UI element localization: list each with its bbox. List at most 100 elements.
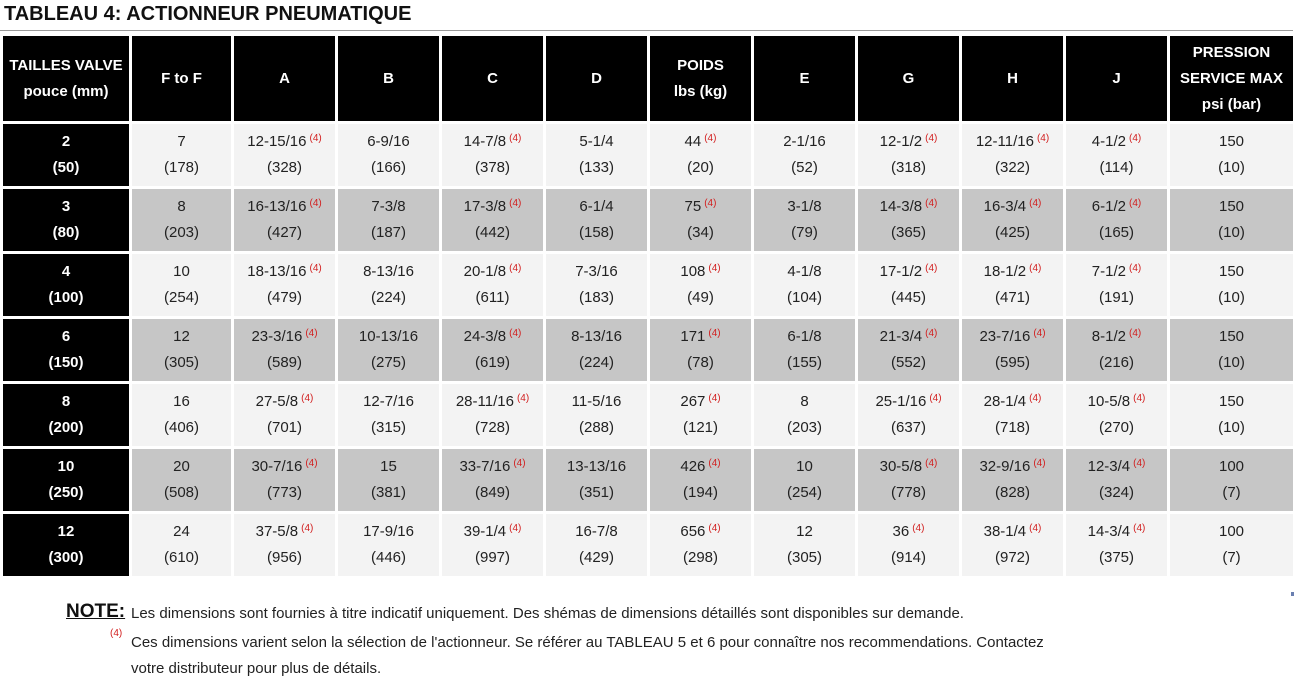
cell-imperial-line: 10-13/16	[338, 324, 439, 350]
table-cell: 171 (4) (78)	[647, 316, 754, 384]
cell-imperial-line: 36 (4)	[858, 519, 959, 545]
table-row: 2 (50) 7 (178) 12-15/16 (4) (328) 6-9/16 (166) 14…	[0, 121, 1296, 189]
cell-metric-value: (972)	[994, 549, 1031, 566]
column-header-line: C	[487, 69, 498, 87]
cell-imperial-value: 18-1/2	[983, 263, 1027, 280]
cell-metric-value: (7)	[1222, 549, 1241, 566]
valve-size-line: (250)	[48, 484, 84, 501]
cell-imperial-value: 30-5/8	[879, 458, 923, 475]
table-cell: 17-1/2 (4) (445)	[855, 251, 962, 319]
cell-imperial-value: 7-3/8	[371, 198, 406, 215]
cell-metric-value: (778)	[890, 484, 927, 501]
cell-imperial-value: 13-13/16	[566, 458, 627, 475]
header-row: TAILLES VALVE pouce (mm) F to F A B C D POIDS lb…	[0, 33, 1296, 124]
table-cell: 16-3/4 (4) (425)	[959, 186, 1066, 254]
valve-size-line: (100)	[48, 289, 84, 306]
note-line-2: Ces dimensions varient selon la sélectio…	[131, 634, 1044, 651]
cell-metric-value: (956)	[266, 549, 303, 566]
table-cell: 2-1/16 (52)	[751, 121, 858, 189]
footnote-reference: (4)	[509, 133, 522, 144]
table-cell: 12 (305)	[751, 511, 858, 579]
column-header: C	[439, 33, 546, 124]
cell-imperial-value: 75	[684, 198, 702, 215]
cell-imperial-value: 100	[1218, 458, 1245, 475]
footnote-reference: (4)	[925, 328, 938, 339]
cell-metric-value: (34)	[687, 224, 714, 241]
cell-imperial-value: 20	[173, 458, 190, 475]
table-cell: 20-1/8 (4) (611)	[439, 251, 546, 319]
cell-imperial-line: 30-7/16 (4)	[234, 454, 335, 480]
footnote-reference: (4)	[1033, 328, 1046, 339]
footnote-reference: (4)	[1133, 458, 1146, 469]
column-header: J	[1063, 33, 1170, 124]
cell-imperial-line: 14-3/4 (4)	[1066, 519, 1167, 545]
cell-imperial-line: 8-13/16	[338, 259, 439, 285]
footnote-reference: (4)	[925, 133, 938, 144]
table-cell: 8-13/16 (224)	[335, 251, 442, 319]
valve-size-line: (200)	[48, 419, 84, 436]
cell-metric-value: (10)	[1218, 419, 1245, 436]
cell-imperial-value: 8	[177, 198, 186, 215]
cell-metric-value: (914)	[890, 549, 927, 566]
cell-metric-value: (828)	[994, 484, 1031, 501]
table-cell: 7-3/16 (183)	[543, 251, 650, 319]
column-header-line: J	[1112, 69, 1121, 87]
cell-imperial-value: 28-1/4	[983, 393, 1027, 410]
table-cell: 37-5/8 (4) (956)	[231, 511, 338, 579]
cell-metric-value: (288)	[578, 419, 615, 436]
cell-imperial-value: 17-3/8	[463, 198, 507, 215]
table-cell: 15 (381)	[335, 446, 442, 514]
cell-imperial-line: 2-1/16	[754, 129, 855, 155]
cell-metric-value: (324)	[1098, 484, 1135, 501]
cell-imperial-value: 12-1/2	[879, 133, 923, 150]
footnote-reference: (4)	[708, 523, 721, 534]
cell-metric-value: (78)	[687, 354, 714, 371]
footnote-reference: (4)	[309, 263, 322, 274]
table-cell: 6-1/4 (158)	[543, 186, 650, 254]
cell-imperial-value: 150	[1218, 198, 1245, 215]
valve-size-line: 4	[61, 263, 71, 280]
table-cell: 108 (4) (49)	[647, 251, 754, 319]
cell-imperial-value: 12-7/16	[363, 393, 414, 410]
valve-size-line: 12	[57, 523, 75, 540]
table-cell: 11-5/16 (288)	[543, 381, 650, 449]
cell-metric-value: (446)	[370, 549, 407, 566]
cell-metric-value: (381)	[370, 484, 407, 501]
table-row: 6 (150) 12 (305) 23-3/16 (4) (589) 10-13/16 (275…	[0, 316, 1296, 384]
cell-imperial-line: 12	[132, 324, 231, 350]
cell-metric-value: (155)	[786, 354, 823, 371]
valve-size-cell: 10 (250)	[0, 446, 132, 514]
cell-metric-value: (315)	[370, 419, 407, 436]
cell-imperial-line: 24	[132, 519, 231, 545]
table-cell: 100 (7)	[1167, 511, 1296, 579]
cell-imperial-line: 39-1/4 (4)	[442, 519, 543, 545]
cell-imperial-line: 150	[1170, 129, 1293, 155]
cell-metric-value: (275)	[370, 354, 407, 371]
column-header: POIDS lbs (kg)	[647, 33, 754, 124]
table-cell: 656 (4) (298)	[647, 511, 754, 579]
cell-imperial-line: 267 (4)	[650, 389, 751, 415]
cell-imperial-value: 10	[796, 458, 813, 475]
cell-metric-value: (595)	[994, 354, 1031, 371]
table-cell: 8 (203)	[129, 186, 234, 254]
cell-metric-value: (298)	[682, 549, 719, 566]
valve-size-line: (80)	[52, 224, 80, 241]
footnote-reference: (4)	[1036, 133, 1050, 144]
table-cell: 75 (4) (34)	[647, 186, 754, 254]
cell-imperial-line: 16	[132, 389, 231, 415]
cell-metric-value: (637)	[890, 419, 927, 436]
cell-imperial-value: 30-7/16	[251, 458, 303, 475]
table-cell: 18-1/2 (4) (471)	[959, 251, 1066, 319]
footnote-reference: (4)	[929, 393, 942, 404]
column-header-line: pouce (mm)	[23, 82, 109, 100]
footnote-reference: (4)	[708, 458, 721, 469]
cell-imperial-line: 27-5/8 (4)	[234, 389, 335, 415]
cell-imperial-value: 10-5/8	[1087, 393, 1131, 410]
cell-metric-value: (610)	[163, 549, 200, 566]
footnote-reference: (4)	[509, 198, 522, 209]
cell-imperial-value: 150	[1218, 328, 1245, 345]
table-cell: 7-3/8 (187)	[335, 186, 442, 254]
title-divider	[0, 30, 1293, 31]
table-cell: 150 (10)	[1167, 316, 1296, 384]
cell-metric-value: (121)	[682, 419, 719, 436]
